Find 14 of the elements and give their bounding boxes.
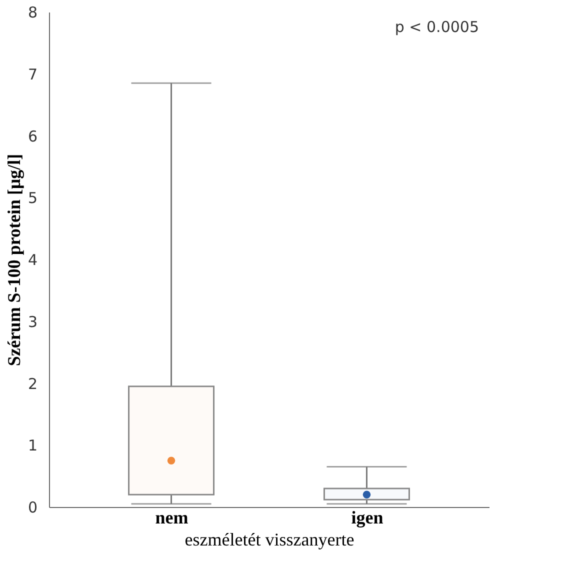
- y-tick-label: 6: [28, 127, 38, 146]
- x-tick-label: igen: [351, 508, 384, 528]
- y-tick-label: 4: [28, 251, 38, 269]
- y-tick-label: 2: [28, 374, 38, 393]
- y-tick-label: 0: [28, 498, 38, 516]
- y-tick-label: 3: [28, 312, 38, 331]
- y-tick-label: 8: [28, 4, 38, 22]
- x-axis-title: eszméletét visszanyerte: [184, 530, 354, 550]
- x-tick-label: nem: [155, 508, 188, 528]
- annotation: p < 0.0005: [394, 18, 479, 36]
- y-tick-label: 7: [28, 65, 38, 84]
- y-tick-label: 5: [28, 189, 38, 208]
- y-axis-title: Szérum S-100 protein [μg/l]: [4, 154, 24, 366]
- y-tick-label: 1: [28, 436, 38, 455]
